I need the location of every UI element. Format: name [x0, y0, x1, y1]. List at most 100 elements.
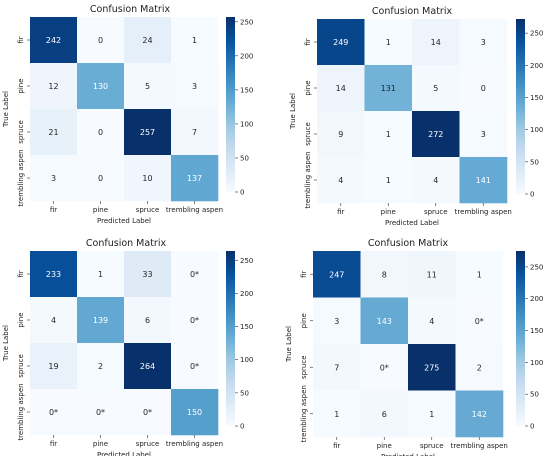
heatmap-cell-r2-c3	[124, 297, 172, 344]
y-tick-label: pine	[304, 80, 312, 95]
cell-value-r1-c1: 242	[46, 36, 61, 45]
colorbar-tick-label: 0	[530, 191, 534, 199]
cell-value-r2-c4: 0*	[190, 316, 199, 325]
cell-value-r4-c4: 137	[187, 174, 202, 183]
colorbar-tick-label: 0	[530, 423, 534, 431]
heatmap-cell-r2-c4	[171, 297, 219, 344]
cell-value-r3-c2: 0*	[380, 363, 389, 372]
colorbar-tick-label: 50	[240, 154, 249, 162]
heatmap-cell-r1-c1	[30, 251, 78, 298]
heatmap-cell-r2-c1	[30, 63, 78, 110]
y-tick-label: pine	[17, 78, 25, 93]
colorbar-tick-label: 150	[240, 323, 253, 331]
heatmap-cell-r2-c2	[360, 297, 409, 345]
cell-value-r2-c1: 12	[48, 82, 58, 91]
heatmap-cell-r4-c1	[30, 155, 78, 202]
y-axis-label: True Label	[285, 326, 293, 363]
heatmap-cell-r1-c1	[30, 17, 78, 64]
heatmap-cell-r4-c4	[455, 390, 504, 438]
cell-value-r4-c3: 1	[429, 410, 434, 419]
cell-value-r4-c3: 4	[433, 176, 438, 185]
x-tick-label: pine	[93, 206, 108, 214]
y-tick-label: trembling aspen	[17, 149, 25, 206]
cell-value-r4-c4: 150	[187, 408, 202, 417]
heatmap-cell-r4-c3	[124, 155, 172, 202]
cell-value-r4-c1: 0*	[49, 408, 58, 417]
heatmap-cell-r1-c4	[171, 251, 219, 298]
heatmap-cell-r4-c2	[364, 157, 413, 204]
x-tick-label: spruce	[420, 442, 444, 450]
cell-value-r1-c2: 0	[98, 36, 103, 45]
cell-value-r2-c3: 5	[145, 82, 150, 91]
y-axis-label: True Label	[2, 325, 10, 362]
y-tick-label: spruce	[304, 122, 312, 146]
y-tick-label: fir	[300, 270, 308, 277]
cell-value-r3-c4: 0*	[190, 362, 199, 371]
cell-value-r1-c2: 1	[98, 270, 103, 279]
heatmap-cell-r4-c3	[412, 157, 460, 204]
cell-value-r3-c4: 7	[192, 128, 197, 137]
cell-value-r3-c2: 2	[98, 362, 103, 371]
heatmap-cell-r1-c3	[412, 19, 460, 66]
heatmap-cell-r4-c2	[77, 155, 125, 202]
confusion-matrix-panel-3: Confusion Matrix 233 1 33 0* 4 139 6 0* 19 2 264 0* 0…	[2, 238, 253, 456]
heatmap-cell-r3-c4	[455, 344, 504, 391]
colorbar-tick-label: 150	[530, 94, 543, 102]
heatmap-cell-r4-c4	[171, 389, 219, 436]
y-tick-label: trembling aspen	[17, 383, 25, 440]
x-axis-label: Predicted Label	[385, 219, 439, 227]
heatmap-cell-r3-c4	[171, 343, 219, 390]
cell-value-r2-c3: 4	[429, 317, 434, 326]
heatmap-cell-r4-c3	[124, 389, 172, 436]
x-tick-label: spruce	[424, 208, 448, 216]
cell-value-r4-c3: 10	[142, 174, 152, 183]
cell-value-r2-c2: 130	[93, 82, 108, 91]
colorbar-tick-label: 100	[240, 120, 253, 128]
heatmap-cell-r2-c2	[77, 297, 125, 344]
cell-value-r1-c3: 14	[431, 38, 441, 47]
cell-value-r2-c3: 5	[433, 84, 438, 93]
heatmap-cell-r1-c2	[77, 251, 125, 298]
colorbar-tick-label: 0	[240, 423, 244, 431]
cell-value-r2-c4: 0	[481, 84, 486, 93]
cell-value-r3-c2: 1	[386, 130, 391, 139]
cell-value-r3-c4: 2	[477, 363, 482, 372]
heatmap-cell-r4-c3	[408, 390, 456, 438]
heatmap-cell-r2-c4	[455, 297, 504, 345]
cell-value-r1-c3: 24	[142, 36, 152, 45]
x-tick-label: fir	[337, 208, 344, 216]
y-tick-label: pine	[300, 313, 308, 328]
cell-value-r2-c2: 139	[93, 316, 108, 325]
cell-value-r1-c2: 8	[382, 270, 387, 279]
heatmap-cell-r4-c2	[360, 390, 409, 438]
x-tick-label: fir	[333, 442, 340, 450]
colorbar-tick-label: 100	[530, 126, 543, 134]
colorbar-tick-label: 100	[530, 359, 543, 367]
colorbar	[516, 251, 525, 426]
cell-value-r3-c1: 21	[48, 128, 58, 137]
colorbar-tick-label: 250	[530, 30, 543, 38]
cell-value-r1-c3: 11	[427, 270, 437, 279]
heatmap-cell-r2-c2	[364, 65, 413, 112]
y-tick-label: spruce	[300, 355, 308, 379]
cell-value-r4-c1: 1	[334, 410, 339, 419]
cell-value-r4-c1: 4	[338, 176, 343, 185]
x-axis-label: Predicted Label	[381, 453, 435, 456]
heatmap-cell-r3-c3	[124, 109, 172, 156]
cell-value-r1-c1: 233	[46, 270, 61, 279]
heatmap-cell-r2-c1	[30, 297, 78, 344]
heatmap-cell-r3-c4	[459, 111, 508, 158]
chart-title: Confusion Matrix	[90, 4, 171, 15]
heatmap-cell-r1-c3	[124, 17, 172, 64]
colorbar-tick-label: 0	[240, 189, 244, 197]
cell-value-r2-c3: 6	[145, 316, 150, 325]
cell-value-r2-c2: 143	[377, 317, 392, 326]
heatmap-cell-r3-c1	[317, 111, 365, 158]
heatmap-cell-r3-c3	[408, 344, 456, 391]
cell-value-r2-c1: 3	[334, 317, 339, 326]
heatmap-cell-r2-c2	[77, 63, 125, 110]
heatmap-cell-r4-c1	[313, 390, 361, 438]
heatmap-cell-r3-c2	[360, 344, 409, 391]
